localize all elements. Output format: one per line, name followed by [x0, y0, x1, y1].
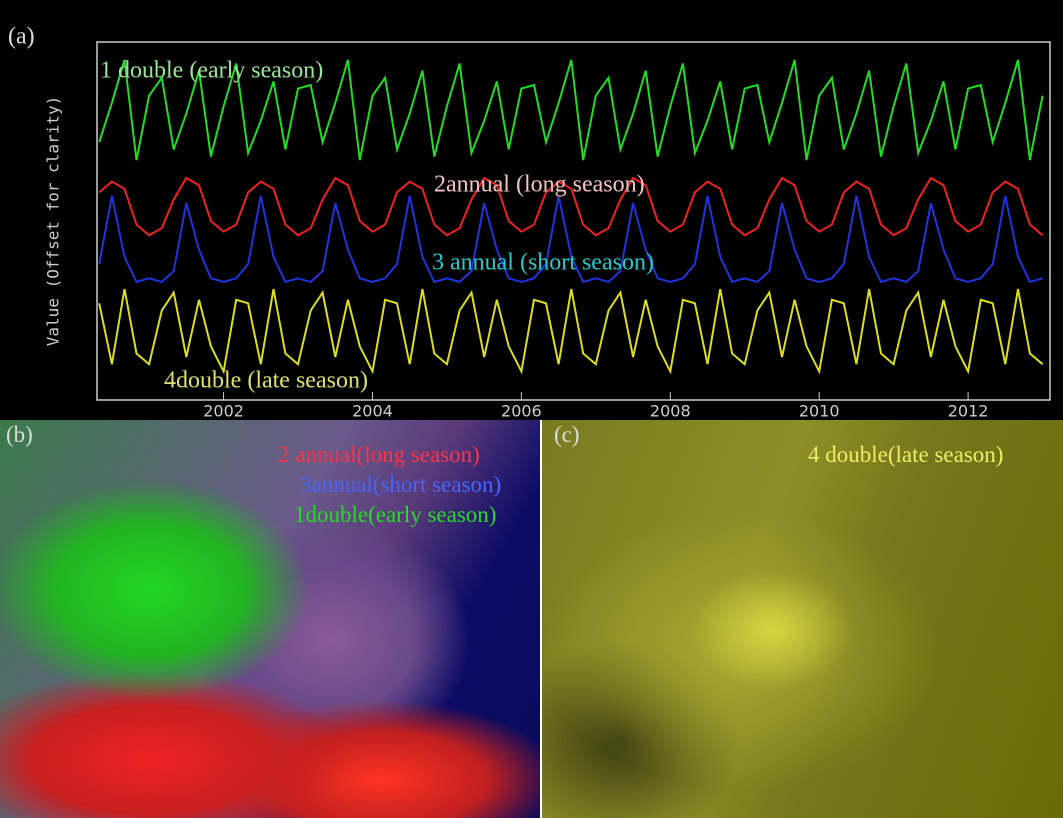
panel-label: (c): [554, 422, 580, 448]
time-series-chart: (a) Value (Offset for clarity) 2002 2004 2…: [0, 0, 1063, 420]
x-tick-label: 2002: [203, 402, 244, 421]
x-tick-label: 2008: [650, 402, 691, 421]
map-b: (b) 2 annual(long season) 3annual(short s…: [0, 420, 540, 818]
x-tick-label: 2010: [799, 402, 840, 421]
map-legend-entry: 2 annual(long season): [278, 442, 480, 468]
x-tick-label: 2004: [352, 402, 393, 421]
panel-label: (b): [6, 422, 33, 448]
annotation: 4double (late season): [164, 368, 368, 394]
map-legend-entry: 1double(early season): [294, 502, 496, 528]
annotation: 1 double (early season): [100, 58, 323, 84]
map-legend-entry: 4 double(late season): [808, 442, 1003, 468]
annotation: 3 annual (short season): [432, 250, 654, 276]
x-tick-label: 2006: [501, 402, 542, 421]
map-c: (c) 4 double(late season): [542, 420, 1063, 818]
annotation: 2annual (long season): [434, 172, 645, 198]
y-axis-label: Value (Offset for clarity): [44, 96, 63, 346]
panel-label: (a): [8, 24, 35, 50]
map-legend-entry: 3annual(short season): [300, 472, 501, 498]
figure: (a) Value (Offset for clarity) 2002 2004 2…: [0, 0, 1063, 818]
x-tick-label: 2012: [948, 402, 989, 421]
